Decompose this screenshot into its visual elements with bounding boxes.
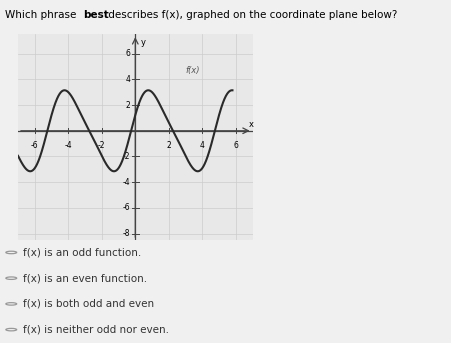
Text: f(x) is neither odd nor even.: f(x) is neither odd nor even. xyxy=(23,324,170,335)
Text: 6: 6 xyxy=(233,141,238,150)
Text: -4: -4 xyxy=(64,141,72,150)
Text: -4: -4 xyxy=(123,178,130,187)
Text: x: x xyxy=(249,120,254,129)
Text: 2: 2 xyxy=(166,141,171,150)
Text: Which phrase: Which phrase xyxy=(5,10,79,21)
Text: y: y xyxy=(140,38,145,47)
Text: -8: -8 xyxy=(123,229,130,238)
Text: 6: 6 xyxy=(125,49,130,58)
Text: f(x) is an even function.: f(x) is an even function. xyxy=(23,273,147,283)
Text: best: best xyxy=(83,10,109,21)
Text: f(x) is an odd function.: f(x) is an odd function. xyxy=(23,247,142,258)
Text: describes f(x), graphed on the coordinate plane below?: describes f(x), graphed on the coordinat… xyxy=(105,10,397,21)
Text: -2: -2 xyxy=(123,152,130,161)
Text: f(x) is both odd and even: f(x) is both odd and even xyxy=(23,299,155,309)
Text: 4: 4 xyxy=(200,141,205,150)
Text: -2: -2 xyxy=(98,141,106,150)
Text: -6: -6 xyxy=(123,203,130,212)
Text: -6: -6 xyxy=(31,141,39,150)
Text: f(x): f(x) xyxy=(185,66,200,75)
Text: 4: 4 xyxy=(125,75,130,84)
Text: 2: 2 xyxy=(125,100,130,109)
